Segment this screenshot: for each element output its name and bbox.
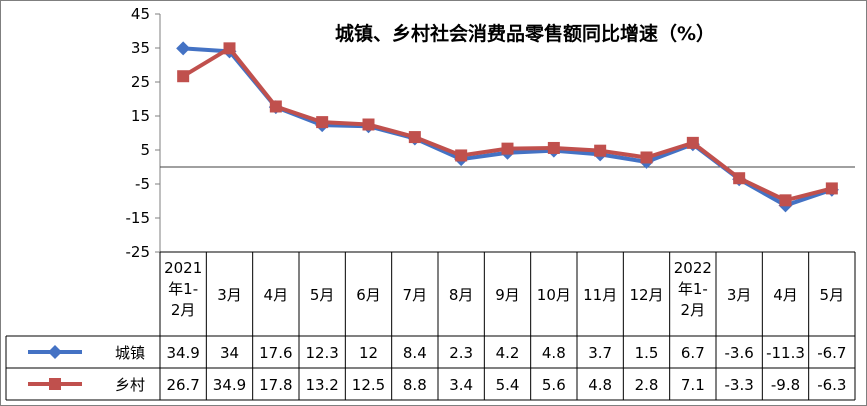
legend-label: 乡村 xyxy=(115,376,145,394)
y-tick-label: -25 xyxy=(126,243,151,261)
category-label: 4月 xyxy=(773,286,798,304)
data-point xyxy=(177,70,190,83)
category-label: 5月 xyxy=(310,286,335,304)
data-table-value: -6.7 xyxy=(817,344,846,362)
data-point xyxy=(269,100,282,113)
data-table-value: 4.8 xyxy=(588,376,612,394)
data-table-value: 17.8 xyxy=(259,376,292,394)
category-label: 8月 xyxy=(449,286,474,304)
data-table-value: 34 xyxy=(220,344,239,362)
data-point xyxy=(640,151,653,164)
y-tick-label: 25 xyxy=(131,73,150,91)
data-table-value: -3.3 xyxy=(725,376,754,394)
data-point xyxy=(316,116,329,129)
chart-title: 城镇、乡村社会消费品零售额同比增速（%） xyxy=(335,22,715,45)
category-label: 2022 年1-2月 xyxy=(674,259,712,319)
data-table-value: 8.8 xyxy=(403,376,427,394)
category-label: 3月 xyxy=(217,286,242,304)
category-label: 10月 xyxy=(537,286,571,304)
data-table-value: -11.3 xyxy=(766,344,805,362)
data-point xyxy=(176,41,191,56)
data-point xyxy=(686,136,699,149)
data-table-value: -3.6 xyxy=(725,344,754,362)
data-table-value: 26.7 xyxy=(166,376,199,394)
data-point xyxy=(547,141,560,154)
data-point xyxy=(501,142,514,155)
data-table-value: 2.3 xyxy=(449,344,473,362)
data-table-value: 7.1 xyxy=(681,376,705,394)
category-label: 5月 xyxy=(820,286,845,304)
category-label: 7月 xyxy=(403,286,428,304)
y-tick-label: 15 xyxy=(131,107,150,125)
category-label: 12月 xyxy=(629,286,663,304)
data-point xyxy=(455,149,468,162)
category-label: 2021 年1-2月 xyxy=(164,259,202,319)
data-point xyxy=(223,42,236,55)
data-table-value: 5.4 xyxy=(496,376,520,394)
data-table-value: 12.5 xyxy=(352,376,385,394)
data-point xyxy=(733,172,746,185)
data-point xyxy=(825,182,838,195)
data-table-value: 8.4 xyxy=(403,344,427,362)
data-point xyxy=(594,144,607,157)
category-label: 4月 xyxy=(264,286,289,304)
category-label: 3月 xyxy=(727,286,752,304)
legend-key-marker xyxy=(48,345,62,359)
data-table-value: 1.5 xyxy=(635,344,659,362)
data-table-value: 17.6 xyxy=(259,344,292,362)
category-label: 6月 xyxy=(356,286,381,304)
data-point xyxy=(779,194,792,207)
data-table-value: 6.7 xyxy=(681,344,705,362)
data-table-value: 13.2 xyxy=(305,376,338,394)
data-table-value: -6.3 xyxy=(817,376,846,394)
data-table-value: 4.8 xyxy=(542,344,566,362)
data-table-value: 12 xyxy=(359,344,378,362)
y-tick-label: -15 xyxy=(126,209,151,227)
y-tick-label: 45 xyxy=(131,5,150,23)
category-label: 9月 xyxy=(495,286,520,304)
legend-key-marker xyxy=(49,378,61,390)
data-table-value: -9.8 xyxy=(771,376,800,394)
data-table-value: 3.4 xyxy=(449,376,473,394)
y-tick-label: 35 xyxy=(131,39,150,57)
data-point xyxy=(362,118,375,131)
y-tick-label: 5 xyxy=(140,141,150,159)
data-table-value: 4.2 xyxy=(496,344,520,362)
data-table-value: 12.3 xyxy=(305,344,338,362)
data-table-value: 34.9 xyxy=(213,376,246,394)
data-table-value: 2.8 xyxy=(635,376,659,394)
data-point xyxy=(408,131,421,144)
data-table-value: 3.7 xyxy=(588,344,612,362)
y-tick-label: -5 xyxy=(135,175,150,193)
data-table-value: 5.6 xyxy=(542,376,566,394)
category-label: 11月 xyxy=(583,286,617,304)
data-table-value: 34.9 xyxy=(166,344,199,362)
legend-label: 城镇 xyxy=(115,344,145,362)
